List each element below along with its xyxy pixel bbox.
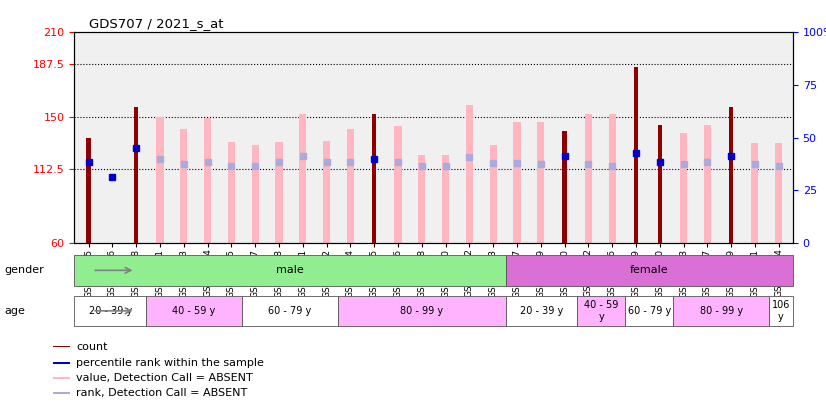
Text: GDS707 / 2021_s_at: GDS707 / 2021_s_at <box>88 17 223 30</box>
Bar <box>180 129 188 243</box>
Bar <box>242 296 338 326</box>
Bar <box>563 131 567 243</box>
Text: 20 - 39 y: 20 - 39 y <box>520 306 563 316</box>
Text: percentile rank within the sample: percentile rank within the sample <box>76 358 264 368</box>
Bar <box>134 107 138 243</box>
Bar <box>275 142 282 243</box>
Bar <box>394 126 401 243</box>
Bar <box>752 143 758 243</box>
Bar <box>609 114 615 243</box>
Bar <box>466 105 473 243</box>
Bar <box>338 296 506 326</box>
Bar <box>54 345 70 347</box>
Text: male: male <box>276 265 304 275</box>
Bar <box>537 122 544 243</box>
Bar <box>514 122 520 243</box>
Bar <box>74 255 506 286</box>
Text: value, Detection Call = ABSENT: value, Detection Call = ABSENT <box>76 373 253 383</box>
Bar <box>657 125 662 243</box>
Bar <box>347 129 354 243</box>
Bar <box>704 125 711 243</box>
Text: 80 - 99 y: 80 - 99 y <box>700 306 743 316</box>
Bar <box>680 134 687 243</box>
Bar <box>74 296 146 326</box>
Bar <box>673 296 769 326</box>
Text: 106
y: 106 y <box>771 300 790 322</box>
Bar <box>634 68 638 243</box>
Bar <box>146 296 242 326</box>
Bar <box>87 138 91 243</box>
Text: 60 - 79 y: 60 - 79 y <box>268 306 311 316</box>
Bar <box>204 118 211 243</box>
Bar <box>585 114 592 243</box>
Bar <box>577 296 625 326</box>
Bar <box>299 114 306 243</box>
Text: 40 - 59
y: 40 - 59 y <box>584 300 619 322</box>
Text: female: female <box>630 265 668 275</box>
Text: rank, Detection Call = ABSENT: rank, Detection Call = ABSENT <box>76 388 248 398</box>
Text: count: count <box>76 341 107 352</box>
Bar <box>54 377 70 379</box>
Bar <box>323 141 330 243</box>
Bar <box>54 392 70 394</box>
Bar <box>490 145 496 243</box>
Text: age: age <box>4 306 25 315</box>
Bar <box>418 155 425 243</box>
Bar <box>775 143 782 243</box>
Bar <box>228 142 235 243</box>
Text: 80 - 99 y: 80 - 99 y <box>400 306 444 316</box>
Text: 60 - 79 y: 60 - 79 y <box>628 306 671 316</box>
Bar <box>252 145 259 243</box>
Bar <box>54 362 70 364</box>
Text: 20 - 39 y: 20 - 39 y <box>88 306 132 316</box>
Bar <box>442 155 449 243</box>
Bar <box>156 117 164 243</box>
Bar <box>625 296 673 326</box>
Bar <box>506 296 577 326</box>
Bar <box>506 255 793 286</box>
Text: 40 - 59 y: 40 - 59 y <box>173 306 216 316</box>
Bar <box>372 114 377 243</box>
Text: gender: gender <box>4 265 44 275</box>
Bar <box>769 296 793 326</box>
Bar <box>729 107 733 243</box>
